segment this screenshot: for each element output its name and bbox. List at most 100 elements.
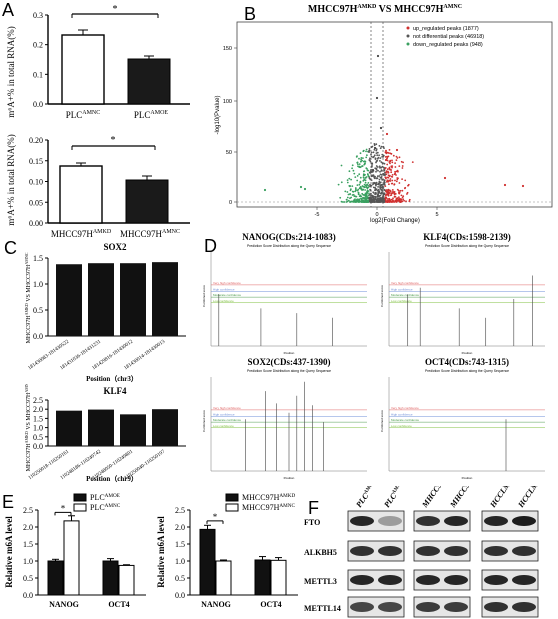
- volcano-point: [368, 192, 370, 195]
- volcano-point: [381, 196, 384, 199]
- volcano-point: [376, 54, 380, 58]
- y-tick-label: 0.15: [29, 157, 43, 166]
- volcano-point: [397, 170, 399, 173]
- legend-label: PLCAMOE: [90, 493, 120, 502]
- volcano-point: [370, 155, 373, 158]
- lane-label: HCCLM3AMNC: [516, 486, 552, 510]
- volcano-point: [408, 198, 411, 201]
- volcano-point: [361, 192, 364, 195]
- volcano-point: [398, 192, 400, 194]
- panel-a-top-chart: m⁶A+% in total RNA(%) 0.0 0.1 0.2 0.3 * PLC…: [6, 4, 190, 120]
- bar-oct4-0: [254, 559, 271, 596]
- volcano-point: [443, 176, 447, 180]
- volcano-point: [391, 192, 394, 194]
- volcano-point: [377, 188, 380, 191]
- volcano-point: [359, 152, 362, 155]
- volcano-point: [363, 162, 366, 165]
- volcano-point: [370, 168, 372, 171]
- volcano-point: [388, 149, 391, 151]
- bar-nanog-1: [215, 560, 232, 596]
- panel-a-top-ylabel: m⁶A+% in total RNA(%): [6, 26, 16, 117]
- volcano-point: [372, 174, 375, 177]
- volcano-point: [401, 200, 404, 203]
- volcano-point: [347, 199, 350, 202]
- volcano-point: [376, 151, 379, 154]
- volcano-point: [359, 194, 362, 197]
- legend-swatch: [73, 503, 87, 512]
- volcano-point: [398, 156, 401, 159]
- panel-c-klf4-title: KLF4: [103, 386, 127, 396]
- volcano-point: [362, 176, 365, 179]
- volcano-point: [391, 176, 394, 178]
- volcano-point: [376, 197, 379, 200]
- volcano-point: [353, 172, 356, 175]
- volcano-point: [346, 191, 349, 193]
- volcano-point: [388, 167, 391, 170]
- volcano-point: [357, 165, 359, 168]
- blot-band: [444, 516, 468, 526]
- panel-label-d: D: [204, 236, 217, 256]
- volcano-point: [356, 155, 358, 158]
- bar-oct4-1: [270, 559, 287, 596]
- group-label: OCT4: [108, 600, 129, 609]
- volcano-point: [389, 190, 392, 193]
- volcano-point: [363, 183, 366, 186]
- volcano-point: [383, 169, 386, 172]
- volcano-point: [372, 191, 375, 194]
- volcano-point: [384, 176, 387, 179]
- volcano-point: [378, 145, 381, 147]
- volcano-point: [383, 188, 386, 191]
- volcano-point: [364, 160, 366, 163]
- y-tick-label: 0.0: [33, 442, 43, 451]
- volcano-point: [360, 200, 363, 203]
- volcano-point: [340, 164, 343, 167]
- volcano-point: [395, 159, 398, 162]
- volcano-point: [371, 196, 374, 199]
- panel-d-subtitle: Prediction Score Distribution along the …: [425, 369, 509, 373]
- volcano-point: [351, 185, 354, 188]
- volcano-point: [379, 147, 382, 150]
- volcano-point: [391, 174, 394, 176]
- y-tick-label: 0.00: [29, 219, 43, 228]
- volcano-point: [263, 188, 267, 192]
- blot-band: [350, 575, 374, 585]
- legend-label: MHCC97HAMKD: [242, 493, 295, 502]
- panel-c-sox2-xlabel: Position（chr3）: [86, 375, 138, 383]
- panel-d-subtitle: Prediction Score Distribution along the …: [425, 244, 509, 248]
- volcano-point: [373, 198, 376, 200]
- volcano-point: [377, 183, 380, 186]
- volcano-point: [391, 159, 393, 162]
- volcano-point: [337, 183, 340, 186]
- volcano-point: [396, 157, 399, 159]
- panel-c-sox2-title: SOX2: [103, 242, 127, 252]
- volcano-point: [367, 182, 370, 184]
- volcano-point: [391, 189, 394, 191]
- volcano-point: [379, 187, 382, 190]
- y-tick-label: 2.5: [23, 506, 33, 515]
- volcano-point: [347, 193, 350, 196]
- y-tick-label: 1.5: [33, 414, 43, 423]
- volcano-point: [386, 192, 389, 194]
- volcano-point: [383, 162, 386, 165]
- volcano-point: [400, 194, 403, 197]
- panel-b-xlabel: log2(Fold Change): [370, 218, 420, 224]
- y-tick-label: 1.5: [33, 254, 43, 263]
- volcano-point: [349, 193, 351, 196]
- volcano-point: [387, 189, 390, 192]
- volcano-point: [346, 179, 349, 182]
- confidence-label: Very high confidence: [391, 281, 419, 285]
- volcano-point: [401, 178, 403, 181]
- volcano-point: [375, 143, 378, 146]
- volcano-point: [385, 173, 388, 176]
- volcano-point: [370, 194, 372, 197]
- panel-d-plots: NANOG(CDs:214-1083) Prediction Score Dist…: [202, 232, 545, 480]
- volcano-point: [387, 170, 389, 173]
- volcano-point: [367, 175, 370, 177]
- volcano-point: [366, 189, 369, 192]
- y-tick-label: 0.05: [29, 198, 43, 207]
- panel-a-bottom-chart: m⁶A+% in total RNA(%) 0.00 0.05 0.10 0.15 0.…: [6, 134, 190, 238]
- volcano-point: [387, 194, 390, 197]
- volcano-point: [344, 190, 347, 193]
- bar-nanog-0: [199, 528, 216, 596]
- volcano-point: [351, 190, 354, 193]
